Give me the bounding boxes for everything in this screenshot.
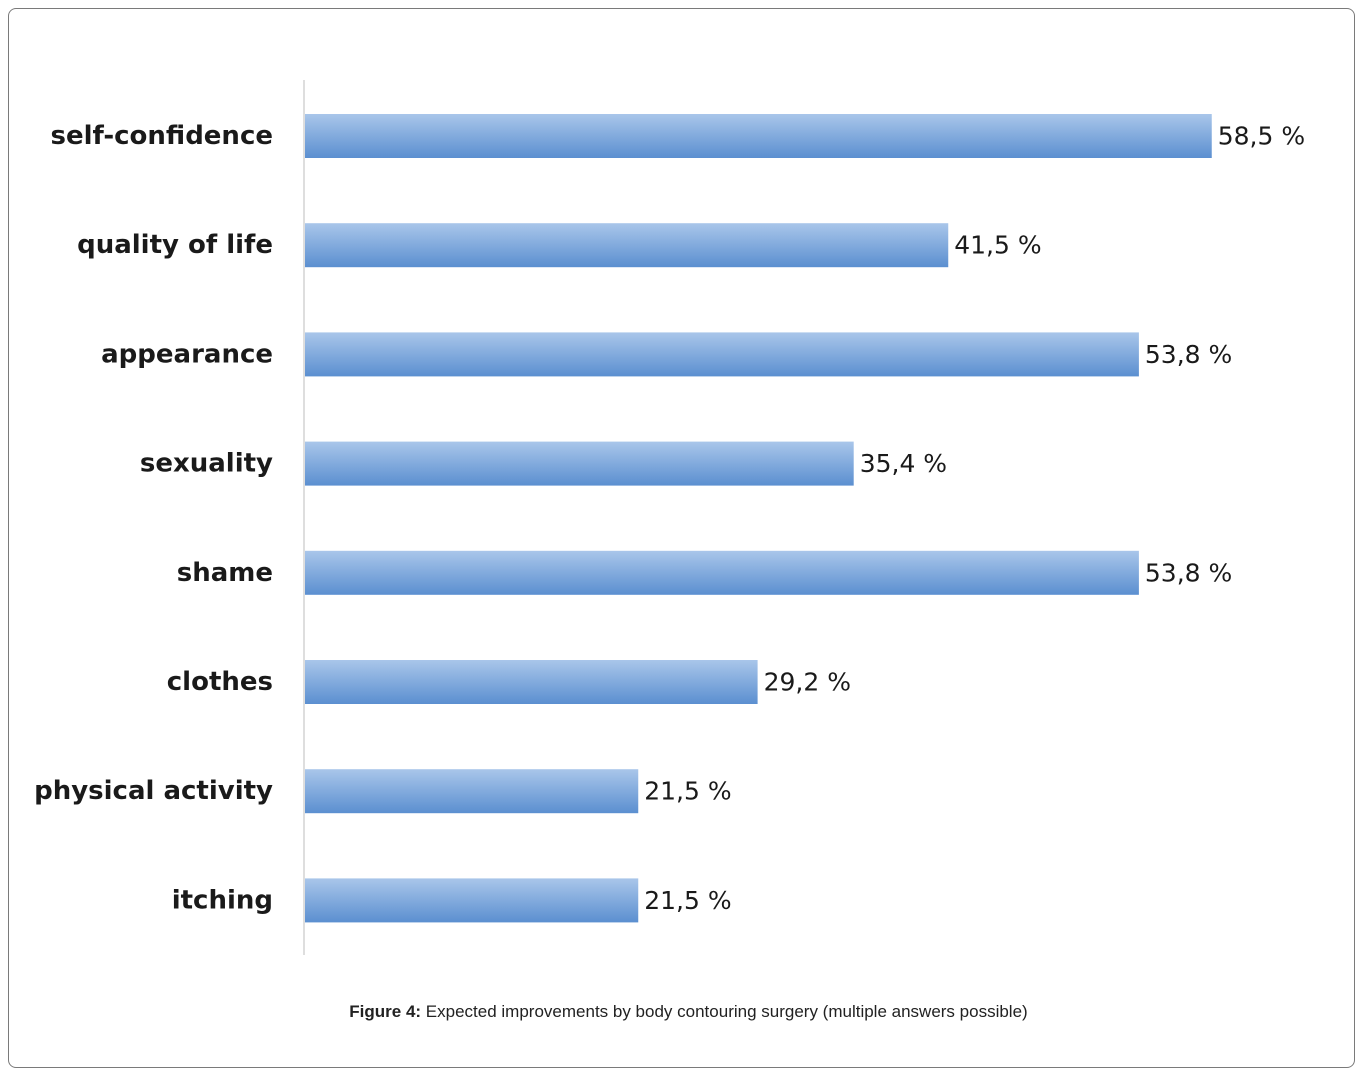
category-label: shame [177,558,273,588]
value-label: 21,5 % [644,777,731,806]
bar-clothes [305,660,758,704]
category-label: physical activity [34,776,273,806]
category-label: clothes [167,667,273,697]
value-label: 58,5 % [1218,122,1305,151]
bar-quality-of-life [305,223,949,268]
value-label: 41,5 % [954,231,1041,260]
value-label: 53,8 % [1145,558,1232,587]
category-label: self-confidence [50,121,273,151]
value-label: 53,8 % [1145,340,1232,369]
value-label: 29,2 % [764,668,851,697]
bar-appearance [305,332,1139,377]
category-label: itching [172,885,273,915]
bar-self-confidence [305,114,1212,158]
caption-label: Figure 4: [349,1002,422,1021]
figure-caption: Figure 4: Expected improvements by body … [0,1002,1357,1022]
bar-shame [305,550,1139,595]
category-label: sexuality [140,449,273,479]
bar-sexuality [305,441,854,486]
value-label: 35,4 % [860,449,947,478]
bar-chart: self-confidence 58,5 % quality of life 41,5… [34,80,1305,955]
category-label: appearance [101,339,273,369]
bar-physical-activity [305,769,639,814]
caption-text: Expected improvements by body contouring… [421,1002,1028,1021]
value-label: 21,5 % [644,886,731,915]
figure-frame [8,8,1355,1068]
bar-itching [305,878,639,923]
category-label: quality of life [77,230,273,260]
bar-group: self-confidence 58,5 % quality of life 41,5… [34,114,1305,923]
